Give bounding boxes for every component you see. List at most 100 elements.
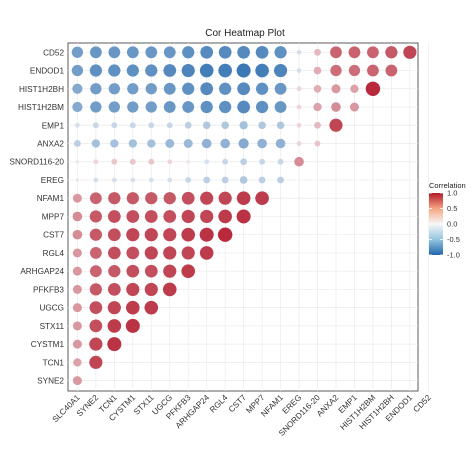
- legend-tick-label: -0.5: [447, 235, 460, 244]
- correlation-cell: [72, 321, 82, 331]
- correlation-cell: [148, 177, 154, 183]
- correlation-cell: [331, 84, 341, 94]
- correlation-cell: [163, 228, 177, 242]
- correlation-cell: [217, 227, 233, 242]
- correlation-cell: [129, 122, 136, 129]
- y-tick-label: STX11: [40, 322, 65, 331]
- correlation-cell: [202, 121, 211, 130]
- correlation-cells: [71, 45, 417, 386]
- correlation-cell: [89, 355, 103, 369]
- correlation-cell: [72, 83, 83, 94]
- correlation-cell: [75, 122, 80, 128]
- correlation-cell: [218, 63, 232, 78]
- correlation-cell: [200, 100, 213, 114]
- correlation-cell: [163, 246, 177, 260]
- y-tick-label: ENDOD1: [30, 67, 65, 76]
- y-tick-label: ARHGAP24: [20, 267, 64, 276]
- y-tick-label: EREG: [41, 176, 64, 185]
- correlation-cell: [126, 46, 139, 59]
- correlation-cell: [89, 210, 103, 223]
- correlation-cell: [72, 248, 82, 258]
- correlation-cell: [199, 63, 214, 78]
- correlation-cell: [236, 191, 251, 206]
- correlation-cell: [72, 303, 82, 313]
- correlation-cell: [127, 83, 139, 95]
- correlation-cell: [93, 159, 99, 165]
- correlation-cell: [162, 282, 177, 297]
- correlation-cell: [201, 138, 212, 149]
- correlation-cell: [274, 101, 287, 113]
- correlation-cell: [89, 192, 102, 205]
- correlation-cell: [145, 64, 158, 77]
- y-tick-label: TCN1: [43, 358, 65, 367]
- y-tick-label: ANXA2: [37, 140, 64, 149]
- correlation-cell: [107, 246, 121, 260]
- correlation-cell: [273, 63, 288, 78]
- correlation-cell: [367, 46, 379, 59]
- correlation-cell: [163, 101, 176, 113]
- correlation-cell: [89, 301, 103, 315]
- correlation-cell: [93, 177, 99, 183]
- correlation-cell: [200, 82, 214, 96]
- correlation-cell: [186, 160, 190, 164]
- correlation-cell: [330, 64, 342, 77]
- correlation-cell: [130, 177, 136, 183]
- legend-tick-label: 0.0: [447, 220, 457, 229]
- correlation-cell: [163, 64, 177, 77]
- correlation-cell: [126, 282, 140, 297]
- correlation-cell: [296, 141, 302, 146]
- correlation-cell: [330, 46, 342, 59]
- correlation-cell: [203, 176, 211, 184]
- correlation-cell: [255, 45, 269, 59]
- correlation-cell: [182, 82, 195, 95]
- correlation-cell: [72, 266, 82, 276]
- correlation-cell: [350, 84, 359, 93]
- correlation-cell: [163, 210, 177, 223]
- correlation-cell: [144, 246, 158, 260]
- correlation-cell: [255, 82, 269, 95]
- legend-title: Correlation: [429, 181, 466, 190]
- correlation-cell: [145, 192, 158, 205]
- correlation-cell: [348, 64, 361, 77]
- correlation-cell: [277, 176, 284, 184]
- correlation-cell: [145, 101, 157, 113]
- correlation-cell: [71, 46, 84, 58]
- correlation-cell: [349, 102, 359, 112]
- correlation-cell: [200, 191, 214, 205]
- y-tick-label: RGL4: [43, 249, 65, 258]
- legend-tick-label: 1.0: [447, 189, 457, 198]
- correlation-cell: [126, 300, 140, 315]
- correlation-cell: [74, 140, 81, 147]
- correlation-cell: [181, 227, 196, 242]
- correlation-cell: [237, 100, 250, 114]
- correlation-cell: [107, 210, 121, 223]
- correlation-cell: [200, 209, 214, 224]
- correlation-cell: [75, 160, 80, 164]
- correlation-cell: [165, 139, 175, 148]
- correlation-cell: [222, 158, 229, 165]
- correlation-cell: [199, 246, 214, 260]
- correlation-cell: [72, 376, 82, 386]
- correlation-cell: [296, 68, 302, 73]
- correlation-cell: [259, 158, 266, 165]
- correlation-cell: [276, 121, 285, 130]
- correlation-cell: [144, 228, 158, 242]
- correlation-cell: [221, 121, 229, 130]
- correlation-cell: [128, 139, 137, 148]
- y-tick-label: CD52: [43, 48, 64, 57]
- correlation-cell: [72, 339, 82, 349]
- correlation-cell: [294, 156, 304, 167]
- y-tick-label: NFAM1: [37, 194, 65, 203]
- correlation-cell: [296, 86, 302, 92]
- correlation-cell: [296, 122, 302, 128]
- correlation-cell: [313, 84, 322, 93]
- legend: Correlation 1.0 0.5 0.0 -0.5 -1.0: [429, 181, 466, 260]
- y-tick-label: PFKFB3: [33, 285, 64, 294]
- correlation-cell: [72, 101, 83, 113]
- correlation-cell: [403, 45, 417, 59]
- correlation-cell: [144, 210, 158, 223]
- correlation-cell: [238, 138, 249, 149]
- correlation-cell: [92, 122, 99, 129]
- correlation-cell: [257, 138, 267, 149]
- correlation-cell: [111, 122, 118, 129]
